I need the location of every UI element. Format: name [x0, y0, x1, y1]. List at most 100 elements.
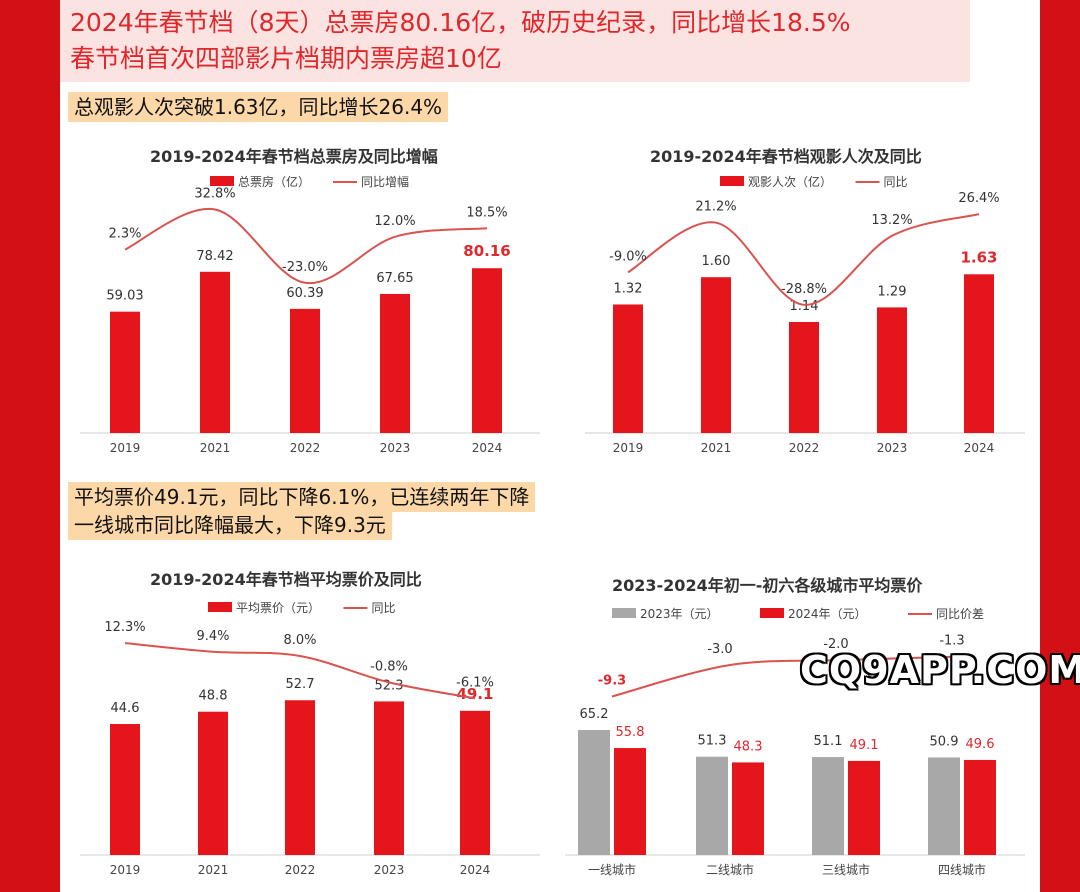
- chart1-bar-label: 78.42: [196, 249, 233, 264]
- chart3-line-label: 12.3%: [104, 620, 145, 635]
- chart2-trend-line: [627, 213, 980, 306]
- chart2-x-tick: 2024: [964, 441, 995, 455]
- chart4-legend-bar-swatch: [612, 608, 636, 618]
- chart4-bar: [578, 730, 610, 855]
- chart3-bar-label: 49.1: [456, 685, 493, 703]
- chart4-bar-label: 51.3: [698, 734, 727, 749]
- chart4-bar-label: 48.3: [734, 739, 763, 754]
- chart3-x-tick: 2022: [285, 863, 316, 877]
- chart1-x-tick: 2022: [290, 441, 321, 455]
- chart1-trend-line: [124, 207, 488, 284]
- chart3-bar: [110, 724, 140, 855]
- chart4-line-label: -9.3: [598, 674, 626, 689]
- chart4-legend-label: 同比价差: [936, 607, 984, 621]
- chart4-bar-label: 65.2: [580, 707, 609, 722]
- chart3-line-label: 9.4%: [196, 629, 229, 644]
- chart3-x-tick: 2019: [110, 863, 141, 877]
- chart3-bar: [460, 710, 490, 855]
- chart1-line-label: 2.3%: [108, 227, 141, 242]
- chart1-bar: [290, 308, 320, 433]
- chart2-legend-label: 同比: [884, 175, 908, 189]
- headline-box: [60, 0, 970, 82]
- chart2-x-tick: 2019: [613, 441, 644, 455]
- chart1-bar: [200, 271, 230, 433]
- chart3-x-tick: 2023: [374, 863, 405, 877]
- chart3-x-tick: 2021: [198, 863, 229, 877]
- chart2-legend-label: 观影人次（亿）: [748, 174, 832, 189]
- chart2-bar-label: 1.60: [702, 254, 731, 269]
- chart4-bar-label: 49.1: [850, 738, 879, 753]
- chart2-bar-label: 1.29: [878, 284, 907, 299]
- chart3-legend-bar-swatch: [208, 602, 232, 612]
- chart2-bar-label: 1.63: [960, 248, 997, 266]
- chart2-line-label: 26.4%: [958, 191, 999, 206]
- chart1-line-label: 12.0%: [374, 214, 415, 229]
- chart1-legend-label: 总票房（亿）: [238, 174, 310, 189]
- chart1-line-label: 18.5%: [466, 205, 507, 220]
- chart3-bar-label: 48.8: [199, 689, 228, 704]
- headline-line2: 春节档首次四部影片档期内票房超10亿: [70, 44, 502, 73]
- chart1-legend-label: 同比增幅: [361, 174, 409, 189]
- chart2-legend-bar-swatch: [720, 176, 744, 186]
- chart4-trend-line: [611, 655, 963, 698]
- section-heading-price-line1: 平均票价49.1元，同比下降6.1%，已连续两年下降: [68, 482, 536, 512]
- chart2-x-tick: 2023: [877, 441, 908, 455]
- chart4-legend-label: 2024年（元）: [788, 607, 867, 621]
- chart2-bar: [701, 277, 731, 433]
- chart4-title: 2023-2024年初一-初六各级城市平均票价: [612, 576, 923, 595]
- chart2-x-tick: 2021: [701, 441, 732, 455]
- chart3-bar: [198, 711, 228, 855]
- chart1-bar-label: 67.65: [376, 271, 413, 286]
- chart1-bar: [110, 311, 140, 433]
- chart4-bar: [812, 757, 844, 855]
- chart4-legend-label: 2023年（元）: [640, 607, 719, 621]
- chart2-title: 2019-2024年春节档观影人次及同比: [650, 147, 922, 166]
- chart2-line-label: -28.8%: [781, 282, 827, 297]
- section-heading-price-line2: 一线城市同比降幅最大，下降9.3元: [68, 510, 392, 540]
- chart2-line-label: 13.2%: [871, 213, 912, 228]
- chart4-bar: [732, 762, 764, 855]
- chart1-x-tick: 2019: [110, 441, 141, 455]
- chart3-bar-label: 52.7: [286, 677, 315, 692]
- chart4-x-tick: 三线城市: [822, 862, 870, 877]
- chart4-bar: [964, 759, 996, 855]
- chart4-line-label: -1.3: [939, 634, 964, 649]
- chart2-bar: [789, 322, 819, 433]
- chart1-bar-label: 60.39: [286, 286, 323, 301]
- chart1-bar: [472, 268, 502, 433]
- chart4-bar: [614, 748, 646, 855]
- chart4-line-label: -3.0: [707, 642, 732, 657]
- chart3-line-label: -0.8%: [370, 659, 408, 674]
- chart1-bar-label: 59.03: [106, 289, 143, 304]
- chart2-line-label: 21.2%: [695, 200, 736, 215]
- chart1-title: 2019-2024年春节档总票房及同比增幅: [150, 147, 438, 166]
- chart4-bar-label: 55.8: [616, 725, 645, 740]
- chart1-line-label: -23.0%: [282, 260, 328, 275]
- chart3-line-label: 8.0%: [283, 633, 316, 648]
- chart1-x-tick: 2021: [200, 441, 231, 455]
- chart1-x-tick: 2023: [380, 441, 411, 455]
- section-heading-audience: 总观影人次突破1.63亿，同比增长26.4%: [68, 92, 449, 122]
- chart4-bar-label: 50.9: [930, 734, 959, 749]
- chart2-bar: [964, 274, 994, 433]
- chart2-line-label: -9.0%: [609, 249, 647, 264]
- chart3-title: 2019-2024年春节档平均票价及同比: [150, 570, 422, 589]
- chart4-bar: [848, 760, 880, 855]
- chart4-bar: [696, 756, 728, 855]
- headline-line1: 2024年春节档（8天）总票房80.16亿，破历史纪录，同比增长18.5%: [70, 8, 851, 37]
- chart4-x-tick: 二线城市: [706, 862, 754, 877]
- chart3-bar-label: 44.6: [111, 701, 140, 716]
- chart3-x-tick: 2024: [460, 863, 491, 877]
- chart1-bar: [380, 293, 410, 433]
- chart3-legend-label: 平均票价（元）: [236, 601, 320, 615]
- chart4-x-tick: 一线城市: [588, 862, 636, 877]
- chart4-bar: [928, 757, 960, 855]
- watermark: CQ9APP.COM: [800, 648, 1080, 692]
- chart3-line-label: -6.1%: [456, 675, 494, 690]
- chart1-bar-label: 80.16: [463, 242, 510, 260]
- chart3-legend-label: 同比: [372, 601, 396, 615]
- chart2-bar: [613, 304, 643, 433]
- chart3-bar: [374, 701, 404, 855]
- chart3-trend-line: [124, 642, 476, 700]
